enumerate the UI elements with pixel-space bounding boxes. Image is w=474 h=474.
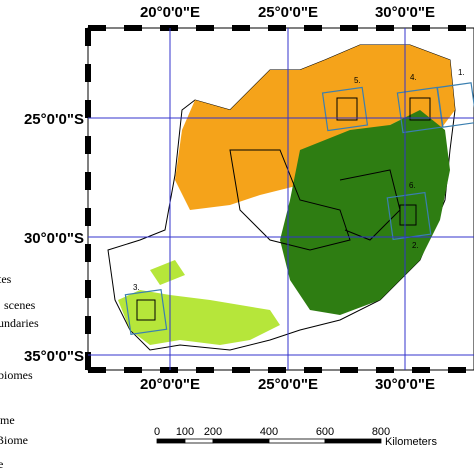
- legend-text: tes: [0, 272, 12, 286]
- latitude-label: 30°0'0"S: [24, 230, 84, 247]
- scale-segment: [324, 438, 382, 444]
- site-label: 5.: [354, 76, 361, 85]
- top-longitude-label: 30°0'0"E: [375, 4, 435, 21]
- legend-text: ome: [0, 413, 15, 427]
- bottom-longitude-label: 30°0'0"E: [375, 376, 435, 393]
- site-label: 6.: [409, 181, 416, 190]
- top-longitude-label: 20°0'0"E: [140, 4, 200, 21]
- scale-segment: [212, 438, 270, 444]
- biome-patch: [150, 260, 185, 285]
- scale-tick-label: 800: [372, 426, 390, 438]
- scale-tick-label: 200: [204, 426, 222, 438]
- legend-text: scenes: [4, 298, 36, 312]
- top-longitude-label: 25°0'0"E: [258, 4, 318, 21]
- site-label: 3.: [133, 283, 140, 292]
- scale-segment: [156, 438, 186, 444]
- site-label: 1.: [458, 68, 465, 77]
- legend-text: Biome: [0, 433, 28, 447]
- scale-tick-label: 600: [316, 426, 334, 438]
- scale-tick-label: 400: [260, 426, 278, 438]
- latitude-label: 35°0'0"S: [24, 348, 84, 365]
- legend-text: biomes: [0, 368, 33, 382]
- frame-border: [85, 25, 474, 373]
- legend-text: e: [0, 457, 3, 471]
- site-label: 4.: [410, 73, 417, 82]
- bottom-longitude-label: 25°0'0"E: [258, 376, 318, 393]
- bottom-longitude-label: 20°0'0"E: [140, 376, 200, 393]
- biome-savanna-orange: [175, 45, 455, 210]
- site-label: 2.: [412, 241, 419, 250]
- site-boxes: [136, 97, 431, 321]
- latitude-label: 25°0'0"S: [24, 111, 84, 128]
- scale-segment: [268, 438, 326, 444]
- scale-tick-label: 100: [176, 426, 194, 438]
- scale-segment: [184, 438, 214, 444]
- legend-text: undaries: [0, 316, 39, 330]
- biome-fynbos-lightgreen: [118, 290, 280, 345]
- scale-tick-label: 0: [154, 426, 160, 438]
- scale-unit: Kilometers: [385, 436, 437, 448]
- biome-grassland-green: [280, 110, 450, 315]
